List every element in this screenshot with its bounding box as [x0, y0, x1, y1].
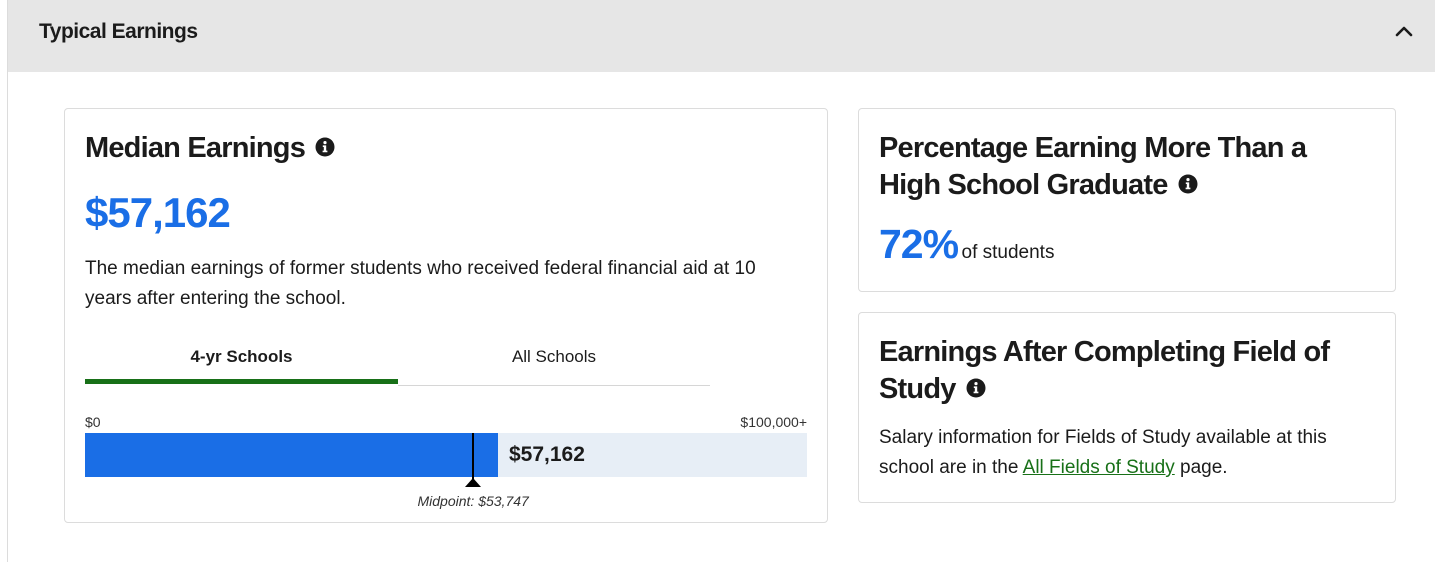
percentage-card-title-line2: High School Graduate [879, 169, 1168, 201]
field-of-study-text-after: page. [1174, 457, 1228, 478]
earnings-bar-track: $57,162 [85, 433, 807, 477]
percentage-value-row: 72% of students [879, 221, 1054, 268]
info-icon[interactable] [315, 137, 335, 157]
midpoint-marker-arrow [465, 478, 481, 487]
chevron-up-icon[interactable] [1392, 20, 1416, 44]
midpoint-marker-line [472, 433, 474, 483]
scale-max-label: $100,000+ [740, 414, 807, 430]
field-of-study-description: Salary information for Fields of Study a… [879, 423, 1379, 483]
percentage-earning-card: Percentage Earning More Than a High Scho… [858, 108, 1396, 292]
field-of-study-title-line2: Study [879, 373, 956, 405]
field-of-study-card-title: Earnings After Completing Field of Study [879, 334, 1330, 408]
earnings-bar-value: $57,162 [509, 443, 585, 466]
scale-min-label: $0 [85, 414, 101, 430]
percentage-suffix: of students [961, 242, 1055, 263]
section-header[interactable]: Typical Earnings [8, 0, 1435, 72]
tab-active-indicator [85, 379, 398, 384]
tab-4yr-schools-label: 4-yr Schools [190, 347, 293, 366]
midpoint-label: Midpoint: $53,747 [417, 493, 529, 509]
info-icon[interactable] [1178, 174, 1198, 194]
field-of-study-earnings-card: Earnings After Completing Field of Study… [858, 312, 1396, 503]
percentage-card-title-line2-wrap: High School Graduate [879, 167, 1306, 204]
earnings-bar-fill [85, 433, 498, 477]
info-icon[interactable] [966, 378, 986, 398]
tab-divider [398, 385, 710, 386]
all-fields-of-study-link[interactable]: All Fields of Study [1022, 457, 1175, 478]
field-of-study-title-line2-wrap: Study [879, 371, 1329, 408]
tab-4yr-schools[interactable]: 4-yr Schools [85, 342, 398, 386]
median-earnings-title-text: Median Earnings [85, 132, 306, 164]
median-earnings-title: Median Earnings [85, 130, 335, 167]
tab-all-schools-label: All Schools [511, 347, 597, 366]
section-title: Typical Earnings [39, 20, 198, 43]
percentage-value: 72% [879, 221, 959, 267]
typical-earnings-panel: Typical Earnings Median Earnings $57,162… [7, 0, 1435, 562]
median-earnings-description: The median earnings of former students w… [85, 258, 756, 309]
tab-all-schools[interactable]: All Schools [398, 342, 710, 386]
percentage-card-title: Percentage Earning More Than a High Scho… [879, 130, 1307, 204]
percentage-card-title-line1: Percentage Earning More Than a [879, 132, 1307, 164]
field-of-study-text-before: Salary information for Fields of Study a… [879, 427, 1327, 478]
field-of-study-title-line1: Earnings After Completing Field of [879, 336, 1330, 368]
median-earnings-value: $57,162 [85, 189, 231, 236]
median-earnings-card: Median Earnings $57,162 The median earni… [64, 108, 828, 523]
